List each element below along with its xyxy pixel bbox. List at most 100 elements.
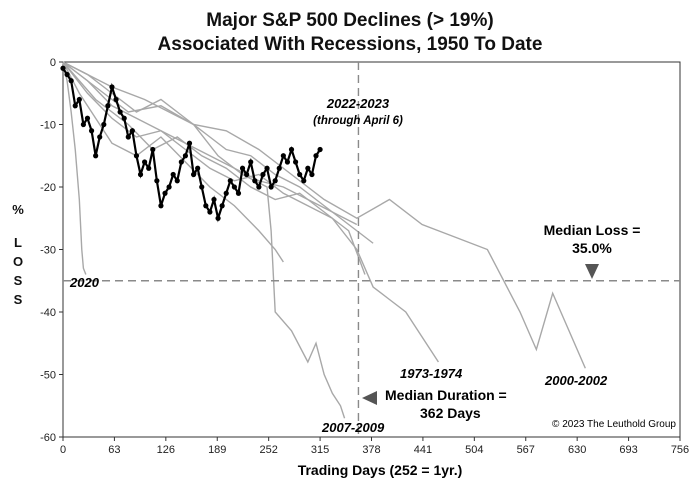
series-line-history-8 [62, 61, 284, 263]
current-data-point [276, 165, 282, 171]
current-data-point [231, 184, 237, 190]
y-tick-label: 0 [50, 57, 56, 69]
label-2020: 2020 [69, 275, 100, 290]
current-data-point [244, 171, 250, 178]
current-data-point [64, 71, 70, 78]
current-data-point [178, 159, 184, 165]
current-data-point [84, 115, 91, 121]
current-data-point [256, 184, 262, 190]
x-tick-label: 567 [517, 444, 535, 456]
current-data-point [309, 171, 315, 178]
current-data-point [137, 171, 144, 178]
current-data-point [68, 78, 74, 84]
tick-labels: 0 63 126 189 252 315 378 441 504 567 630 693 756 0 -10… [40, 57, 689, 456]
x-tick-label: 126 [157, 444, 175, 456]
y-tick-label: -20 [40, 182, 56, 194]
label-2007-2009: 2007-2009 [321, 420, 385, 435]
current-data-point [317, 146, 323, 153]
x-tick-label: 441 [414, 444, 432, 456]
current-data-point [109, 84, 115, 90]
current-series-label: 2022-2023 [326, 96, 390, 111]
current-series-group [60, 65, 323, 223]
y-axis-label: % L O S S [12, 202, 24, 307]
current-data-point [88, 128, 95, 134]
label-2000-2002: 2000-2002 [544, 373, 608, 388]
current-data-point [313, 153, 319, 159]
y-tick-label: -50 [40, 370, 56, 382]
current-data-point [297, 171, 303, 178]
current-data-point [121, 115, 127, 121]
y-tick-label: -30 [40, 245, 56, 257]
current-data-point [166, 184, 172, 190]
x-tick-label: 0 [60, 444, 66, 456]
current-data-point [223, 190, 229, 196]
x-tick-label: 630 [568, 444, 586, 456]
label-1973-1974: 1973-1974 [400, 366, 463, 381]
current-data-point [150, 146, 156, 153]
current-data-point [190, 171, 197, 178]
current-data-point [158, 203, 164, 209]
current-data-point [288, 146, 295, 153]
x-tick-label: 378 [362, 444, 380, 456]
current-data-point [133, 153, 140, 159]
chart-title-line-2: Associated With Recessions, 1950 To Date [157, 34, 543, 55]
x-axis-label: Trading Days (252 = 1yr.) [298, 462, 463, 478]
current-data-point [219, 203, 225, 209]
median-duration-arrow-icon [362, 391, 377, 405]
current-data-point [93, 153, 99, 159]
current-data-point [142, 159, 148, 165]
y-tick-label: -10 [40, 120, 56, 132]
current-data-point [215, 215, 221, 221]
x-tick-label: 504 [465, 444, 483, 456]
current-data-point [186, 140, 193, 146]
current-data-point [129, 128, 135, 134]
x-tick-label: 693 [619, 444, 637, 456]
current-data-point [101, 121, 107, 128]
series-line-history-5 [62, 61, 358, 226]
current-data-point [60, 65, 66, 71]
current-data-point [72, 103, 78, 109]
current-data-point [272, 178, 278, 184]
current-data-point [264, 165, 270, 171]
current-data-point [207, 209, 213, 215]
current-data-point [305, 165, 311, 171]
series-line-current [62, 67, 322, 223]
current-data-point [239, 165, 246, 171]
reference-lines [63, 62, 680, 437]
current-data-point [195, 165, 201, 171]
current-data-point [174, 178, 180, 184]
current-data-point [280, 153, 286, 159]
current-data-point [182, 153, 189, 159]
current-data-point [284, 159, 291, 165]
current-data-point [113, 96, 119, 103]
median-duration-label: Median Duration = [385, 387, 507, 403]
median-loss-label: Median Loss = [544, 222, 641, 238]
current-data-point [146, 165, 152, 171]
x-tick-label: 189 [208, 444, 226, 456]
current-data-point [105, 103, 111, 109]
series-line-2020 [62, 61, 87, 275]
current-data-point [211, 196, 217, 203]
current-data-point [199, 184, 205, 190]
series-line-1973-1974 [62, 61, 440, 363]
x-tick-label: 756 [671, 444, 689, 456]
series-line-2007-2009 [62, 61, 346, 419]
median-loss-value: 35.0% [572, 240, 612, 256]
current-data-point [80, 121, 87, 128]
current-data-point [301, 178, 307, 184]
chart-title-line-1: Major S&P 500 Declines (> 19%) [206, 10, 494, 31]
current-data-point [248, 159, 254, 165]
current-data-point [76, 96, 82, 103]
x-tick-label: 63 [108, 444, 120, 456]
y-tick-label: -60 [40, 432, 56, 444]
series-line-2000-2002 [62, 61, 586, 369]
current-data-point [170, 171, 176, 178]
current-data-point [268, 184, 274, 190]
current-data-point [154, 178, 160, 184]
current-data-point [227, 178, 233, 184]
median-duration-value: 362 Days [420, 405, 481, 421]
series-line-history-7 [62, 61, 366, 275]
y-tick-label: -40 [40, 307, 56, 319]
